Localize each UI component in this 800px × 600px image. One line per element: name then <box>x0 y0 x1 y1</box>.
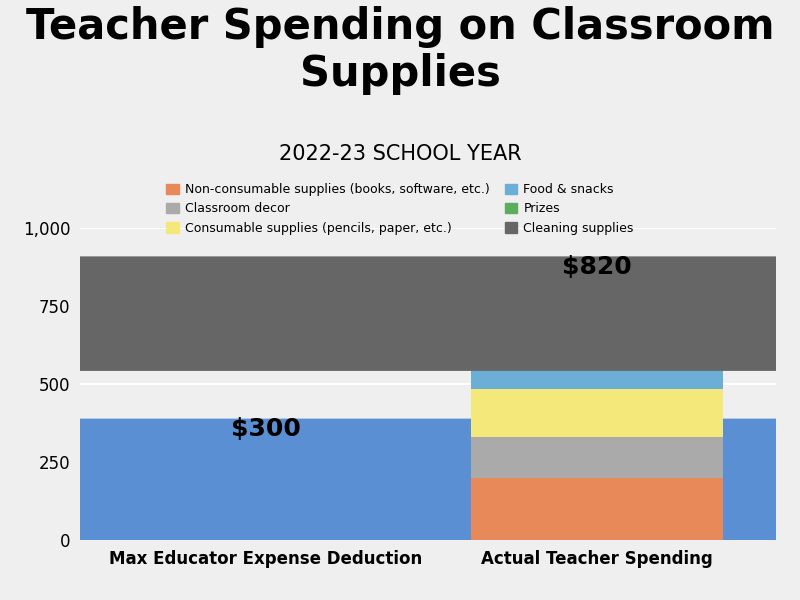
FancyBboxPatch shape <box>0 419 800 596</box>
Text: 2022-23 SCHOOL YEAR: 2022-23 SCHOOL YEAR <box>278 144 522 164</box>
FancyBboxPatch shape <box>0 256 800 371</box>
Bar <box>471 351 723 389</box>
Bar <box>471 437 723 478</box>
Bar <box>471 478 723 540</box>
Legend: Non-consumable supplies (books, software, etc.), Classroom decor, Consumable sup: Non-consumable supplies (books, software… <box>166 183 634 235</box>
Text: Teacher Spending on Classroom
Supplies: Teacher Spending on Classroom Supplies <box>26 6 774 95</box>
Text: $300: $300 <box>230 417 301 441</box>
Text: $820: $820 <box>562 254 632 278</box>
Bar <box>471 316 723 351</box>
Bar <box>471 389 723 437</box>
